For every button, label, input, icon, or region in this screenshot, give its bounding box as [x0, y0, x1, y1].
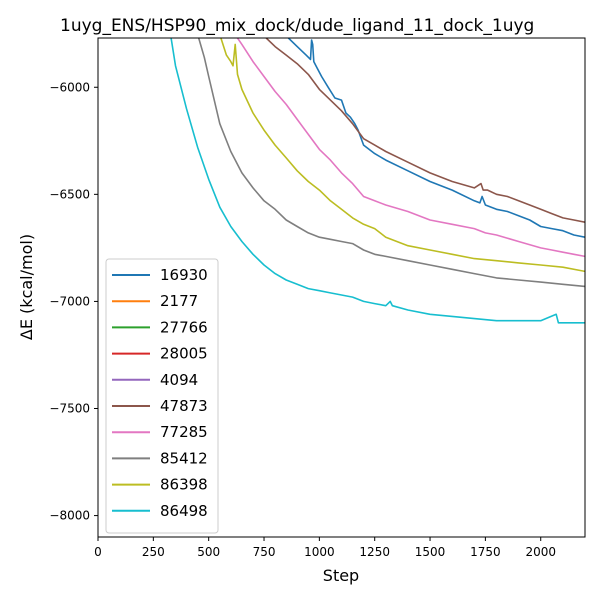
legend-label-47873: 47873 — [160, 397, 208, 415]
legend-label-86498: 86498 — [160, 502, 208, 520]
legend-label-27766: 27766 — [160, 318, 208, 336]
series-line-86398 — [220, 38, 585, 273]
legend-label-28005: 28005 — [160, 345, 208, 363]
y-tick-label: −6500 — [49, 187, 90, 201]
series-line-47873 — [265, 38, 585, 223]
y-tick-label: −7500 — [49, 402, 90, 416]
plot-area: 0 250 500 750 1000 1250 1500 1750 2000 −8000 −7500… — [49, 37, 586, 559]
y-tick-label: −6000 — [49, 80, 90, 94]
x-tick-label: 1750 — [470, 545, 501, 559]
legend-label-16930: 16930 — [160, 266, 208, 284]
y-tick-label: −8000 — [49, 509, 90, 523]
series-line-86498 — [170, 38, 585, 324]
y-tick-label: −7000 — [49, 294, 90, 308]
x-tick-label: 2000 — [525, 545, 556, 559]
x-tick-label: 1500 — [415, 545, 446, 559]
chart-title: 1uyg_ENS/HSP90_mix_dock/dude_ligand_11_d… — [60, 16, 534, 36]
x-tick-label: 500 — [197, 545, 220, 559]
legend-label-4094: 4094 — [160, 371, 198, 389]
legend-label-77285: 77285 — [160, 423, 208, 441]
series-line-77285 — [236, 38, 585, 258]
series-line-85412 — [197, 38, 585, 288]
x-tick-label: 250 — [142, 545, 165, 559]
legend-label-86398: 86398 — [160, 476, 208, 494]
x-tick-label: 1000 — [304, 545, 335, 559]
x-tick-label: 0 — [94, 545, 102, 559]
series-line-16930 — [287, 38, 585, 238]
x-tick-label: 1250 — [359, 545, 390, 559]
legend-label-85412: 85412 — [160, 449, 208, 467]
legend-label-2177: 2177 — [160, 292, 198, 310]
y-axis-label: ΔE (kcal/mol) — [17, 234, 36, 340]
x-axis-label: Step — [323, 566, 359, 585]
legend: 16930 2177 27766 28005 4094 47873 77285 85412 86… — [105, 258, 219, 534]
series-lines — [170, 38, 585, 324]
plot-frame — [97, 37, 586, 538]
x-tick-label: 750 — [253, 545, 276, 559]
